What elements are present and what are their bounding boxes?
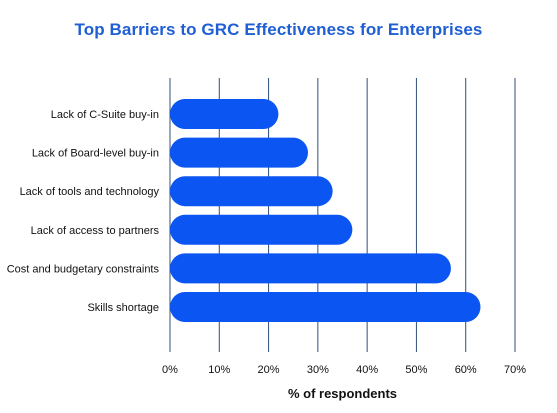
x-tick-label: 30% [307,364,329,376]
category-label: Lack of tools and technology [20,186,160,198]
x-tick-label: 0% [162,364,178,376]
x-tick-label: 10% [208,364,230,376]
x-tick-label: 20% [258,364,280,376]
category-label: Cost and budgetary constraints [7,263,160,275]
chart-title: Top Barriers to GRC Effectiveness for En… [74,20,483,39]
x-tick-label: 70% [504,364,526,376]
bar [170,214,353,245]
bar [170,292,481,322]
bar [170,253,451,284]
category-label: Skills shortage [87,302,159,314]
x-axis-title: % of respondents [287,386,398,401]
bar [170,99,279,129]
x-tick-label: 40% [356,364,378,376]
bar [170,176,333,207]
category-label: Lack of C-Suite buy-in [51,109,159,121]
bar [170,137,308,168]
category-label: Lack of Board-level buy-in [32,148,159,160]
x-tick-label: 50% [405,364,427,376]
category-label: Lack of access to partners [31,225,160,237]
x-tick-label: 60% [455,364,477,376]
